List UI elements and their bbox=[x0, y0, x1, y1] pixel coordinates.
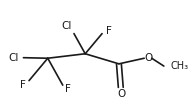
Text: F: F bbox=[65, 84, 71, 94]
Text: Cl: Cl bbox=[8, 53, 18, 63]
Text: O: O bbox=[118, 89, 126, 99]
Text: F: F bbox=[106, 26, 112, 36]
Text: CH₃: CH₃ bbox=[170, 61, 189, 71]
Text: Cl: Cl bbox=[61, 21, 72, 31]
Text: F: F bbox=[21, 80, 26, 90]
Text: O: O bbox=[144, 53, 153, 63]
